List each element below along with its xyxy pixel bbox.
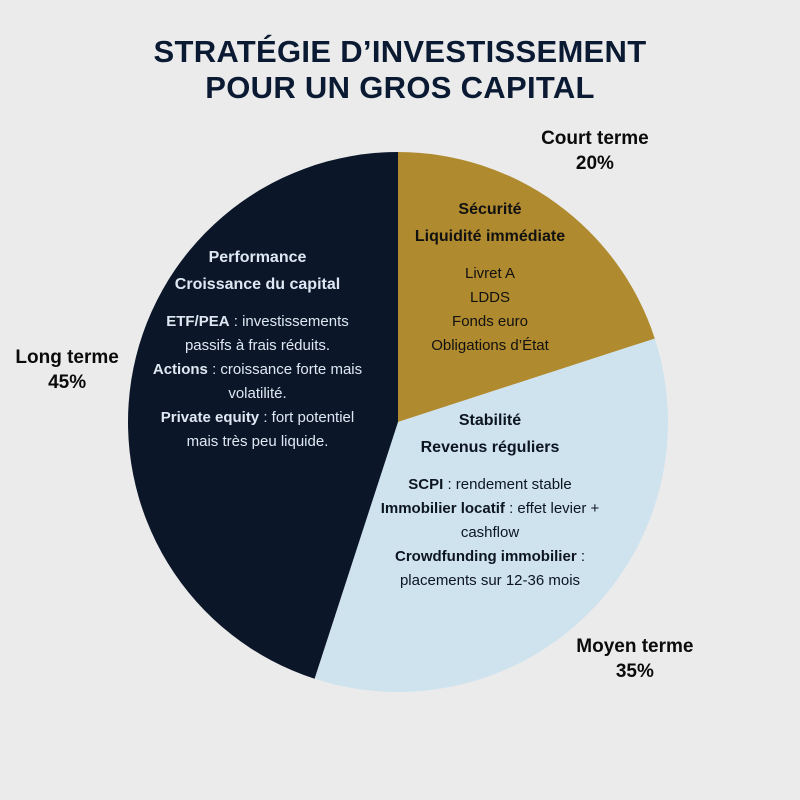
item-text: : fort potentiel mais très peu liquide.: [186, 409, 355, 450]
slice-label: Long terme 45%: [15, 345, 118, 395]
slice-heading: Croissance du capital: [174, 276, 341, 293]
pie-slice: [398, 152, 655, 422]
pie-slice: [128, 152, 398, 679]
item-text: : croissance forte mais volatilité.: [212, 361, 363, 402]
slice-item: SCPI : rendement stable: [365, 473, 615, 497]
slice-value: 20%: [575, 152, 614, 174]
slice-item: ETF/PEA : investissements passifs à frai…: [150, 310, 365, 358]
chart-title: STRATÉGIE D’INVESTISSEMENT POUR UN GROS …: [153, 34, 647, 105]
item-text: : investissements passifs à frais réduit…: [184, 313, 349, 354]
slice-item: Crowdfunding immobilier : placements sur…: [365, 545, 615, 593]
item-term: Actions: [152, 361, 208, 378]
slice-value: 35%: [615, 660, 654, 682]
spacer: [385, 250, 595, 262]
slice-item: Immobilier locatif : effet levier + cash…: [365, 497, 615, 545]
item-term: Private equity: [160, 409, 260, 426]
spacer: [150, 298, 365, 310]
item-text: : placements sur 12-36 mois: [399, 548, 585, 589]
slice-heading: Revenus réguliers: [420, 439, 560, 456]
item-term: SCPI: [408, 476, 444, 493]
slice-description: Performance Croissance du capital ETF/PEA …: [150, 244, 365, 454]
slice-name: Long terme: [15, 346, 119, 368]
item-term: ETF/PEA: [166, 313, 230, 330]
item-text: : effet levier + cashflow: [460, 500, 600, 541]
slice-heading: Sécurité: [458, 201, 522, 218]
slice-heading: Stabilité: [458, 412, 522, 429]
slice-label: Moyen terme 35%: [576, 634, 693, 684]
slice-item: Actions : croissance forte mais volatili…: [150, 358, 365, 406]
slice-item: Obligations d’État: [431, 337, 549, 354]
pie-slice: [314, 338, 668, 693]
item-term: Immobilier locatif: [380, 500, 505, 517]
slice-label: Court terme 20%: [541, 126, 649, 176]
slice-item: LDDS: [469, 289, 510, 306]
slice-item: Private equity : fort potentiel mais trè…: [150, 406, 365, 454]
slice-description: Stabilité Revenus réguliers SCPI : rendeme…: [365, 407, 615, 593]
slice-name: Moyen terme: [576, 635, 694, 657]
slice-value: 45%: [48, 371, 87, 393]
slice-item: Fonds euro: [452, 313, 528, 330]
slice-item: Livret A: [464, 265, 516, 282]
slice-heading: Liquidité immédiate: [414, 228, 566, 245]
item-term: Crowdfunding immobilier: [395, 548, 577, 565]
slice-description: Sécurité Liquidité immédiate Livret A LDDS F…: [385, 196, 595, 358]
item-text: : rendement stable: [447, 476, 572, 493]
slice-heading: Performance: [208, 249, 307, 266]
spacer: [365, 461, 615, 473]
slice-name: Court terme: [541, 127, 649, 149]
